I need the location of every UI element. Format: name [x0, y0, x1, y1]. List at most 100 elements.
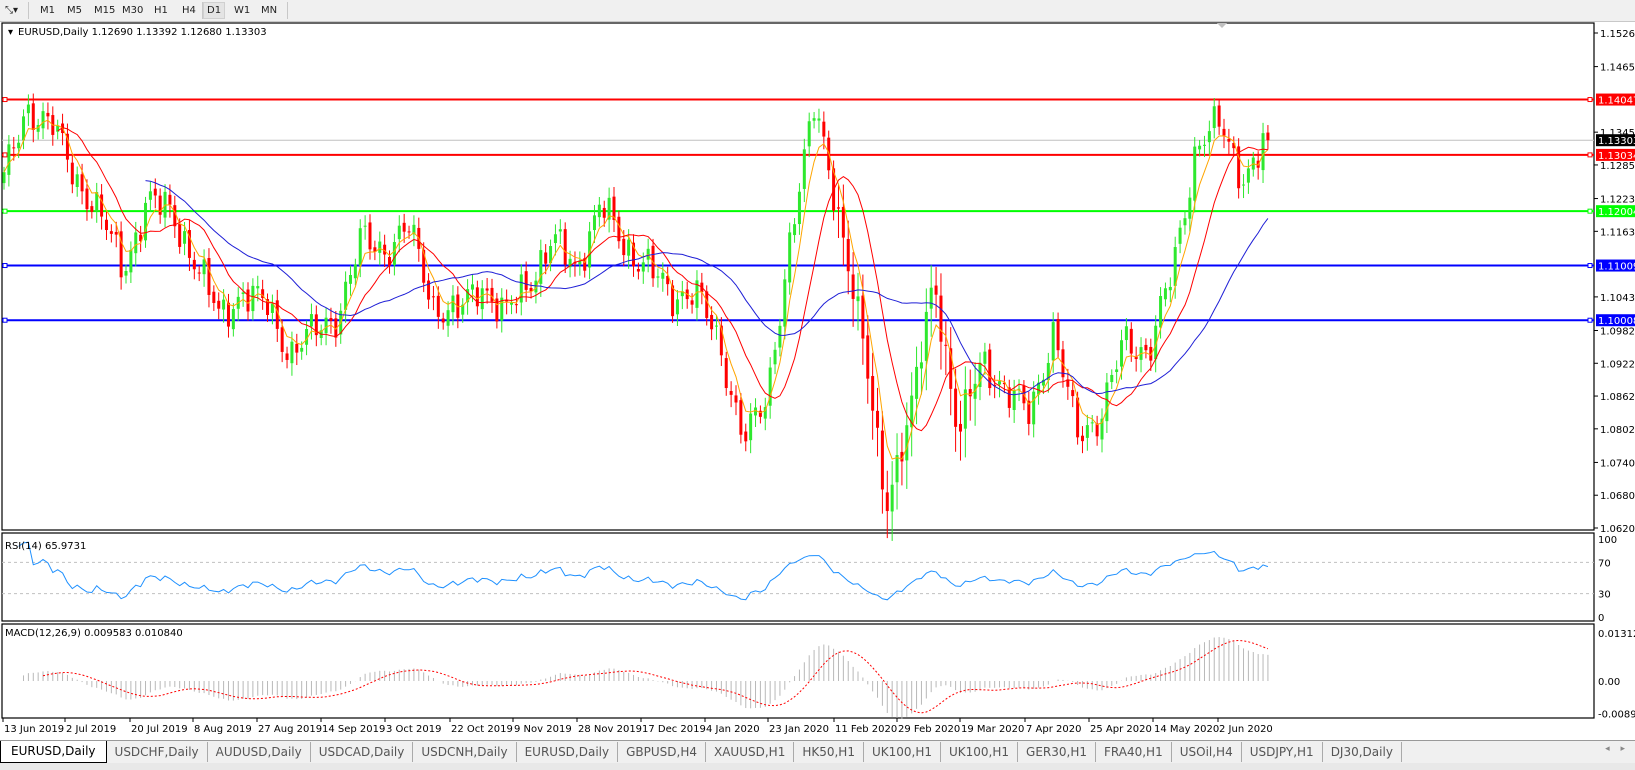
candle-body	[1032, 391, 1036, 425]
line-anchor-handle[interactable]	[2, 97, 8, 103]
candle-body	[597, 204, 601, 218]
chart-window[interactable]: 1.15265 1.14650 1.13450 1.12850 1.12235 1.116…	[0, 22, 1635, 740]
candle-body	[1012, 390, 1016, 411]
candle-body	[900, 451, 904, 462]
candle-body	[485, 288, 489, 291]
chart-tab[interactable]: EURUSD,Daily	[0, 741, 107, 763]
candle-body	[656, 276, 660, 278]
level-price-tag: 1.14047	[1598, 96, 1635, 107]
line-anchor-handle[interactable]	[2, 208, 8, 214]
candle-body	[446, 310, 450, 326]
line-anchor-handle[interactable]	[1587, 152, 1593, 158]
candle-body	[1115, 369, 1119, 373]
chart-tab[interactable]: USDCAD,Daily	[311, 742, 414, 762]
date-tick-label: 17 Dec 2019	[642, 724, 706, 735]
timeframe-m1[interactable]: M1	[40, 5, 55, 16]
candle-body	[529, 287, 533, 292]
chart-tab[interactable]: DJ30,Daily	[1323, 742, 1402, 762]
candle-body	[202, 259, 206, 275]
candle-body	[1198, 145, 1202, 150]
drawing-tools-icon[interactable]: ⤡▾	[5, 5, 19, 16]
line-anchor-handle[interactable]	[1587, 263, 1593, 269]
tab-scroll-arrows-icon[interactable]: ◂ ▸	[1605, 744, 1629, 754]
timeframe-h1[interactable]: H1	[154, 5, 168, 16]
timeframe-w1[interactable]: W1	[234, 5, 251, 16]
level-price-tag-box	[1596, 259, 1635, 272]
candle-body	[866, 335, 870, 379]
chart-tab[interactable]: UK100,H1	[864, 742, 941, 762]
chart-tab[interactable]: AUDUSD,Daily	[208, 742, 311, 762]
chart-canvas[interactable]: 1.15265 1.14650 1.13450 1.12850 1.12235 1.116…	[0, 22, 1635, 740]
date-tick-label: 19 Mar 2020	[961, 724, 1024, 735]
price-tick-label: 1.10435	[1600, 293, 1635, 304]
candle-body	[134, 232, 138, 254]
line-anchor-handle[interactable]	[1587, 208, 1593, 214]
candle-body	[1266, 132, 1270, 141]
candle-body	[1159, 296, 1163, 328]
timeframe-h4[interactable]: H4	[182, 5, 196, 16]
chart-tab[interactable]: GER30,H1	[1018, 742, 1096, 762]
date-tick-label: 13 Jun 2019	[4, 724, 64, 735]
timeframe-m15[interactable]: M15	[94, 5, 116, 16]
candle-body	[305, 328, 309, 345]
candle-body	[266, 299, 270, 315]
price-tick-label: 1.09820	[1600, 326, 1635, 337]
candle-body	[378, 241, 382, 253]
candle-body	[1144, 344, 1148, 351]
date-tick-label: 8 Aug 2019	[194, 724, 252, 735]
chart-tab[interactable]: EURUSD,Daily	[517, 742, 619, 762]
chart-tab[interactable]: FRA40,H1	[1096, 742, 1172, 762]
candle-body	[1007, 387, 1011, 408]
toolbar-divider	[202, 2, 203, 19]
chart-tab[interactable]: USOil,H4	[1172, 742, 1242, 762]
candle-body	[510, 302, 514, 305]
candle-body	[353, 264, 357, 279]
date-tick-label: 14 Sep 2019	[322, 724, 385, 735]
line-anchor-handle[interactable]	[2, 317, 8, 323]
price-tick-label: 1.07405	[1600, 458, 1635, 469]
chart-tab[interactable]: UK100,H1	[941, 742, 1019, 762]
line-anchor-handle[interactable]	[1587, 317, 1593, 323]
chart-tab[interactable]: USDJPY,H1	[1242, 742, 1323, 762]
timeframe-mn[interactable]: MN	[261, 5, 278, 16]
chart-tab[interactable]: HK50,H1	[794, 742, 864, 762]
chart-tab[interactable]: XAUUSD,H1	[706, 742, 795, 762]
candle-body	[763, 407, 767, 419]
candle-body	[466, 289, 470, 303]
candle-body	[822, 121, 826, 137]
chart-tab[interactable]: USDCHF,Daily	[107, 742, 208, 762]
chart-header: EURUSD,Daily 1.12690 1.13392 1.12680 1.1…	[18, 27, 267, 38]
chart-tab[interactable]: GBPUSD,H4	[618, 742, 706, 762]
candle-body	[895, 455, 899, 483]
candle-body	[1222, 128, 1226, 136]
candle-body	[817, 118, 821, 121]
candle-body	[329, 318, 333, 321]
timeframe-m30[interactable]: M30	[122, 5, 144, 16]
timeframe-m5[interactable]: M5	[67, 5, 82, 16]
line-anchor-handle[interactable]	[2, 263, 8, 269]
candle-body	[563, 229, 567, 265]
candle-body	[1163, 288, 1167, 300]
price-tick-label: 1.08020	[1600, 425, 1635, 436]
candle-body	[675, 299, 679, 315]
line-anchor-handle[interactable]	[1587, 97, 1593, 103]
level-price-tag: 1.13034	[1598, 151, 1635, 162]
ma-fast-line	[3, 119, 1269, 460]
chart-header-icon[interactable]: ▾	[8, 27, 13, 38]
candle-body	[436, 295, 440, 317]
chart-shift-marker[interactable]	[1217, 23, 1227, 28]
candle-body	[749, 413, 753, 441]
candle-body	[222, 299, 226, 310]
candle-body	[607, 197, 611, 220]
candle-body	[427, 280, 431, 300]
date-tick-label: 2 Jun 2020	[1219, 724, 1273, 735]
candle-body	[627, 239, 631, 256]
candle-body	[729, 391, 733, 395]
price-tick-label: 1.06805	[1600, 491, 1635, 502]
candle-body	[1227, 138, 1231, 142]
line-anchor-handle[interactable]	[2, 152, 8, 158]
candle-body	[856, 296, 860, 302]
candle-body	[1076, 397, 1080, 438]
timeframe-d1[interactable]: D1	[203, 2, 226, 19]
chart-tab[interactable]: USDCNH,Daily	[413, 742, 517, 762]
